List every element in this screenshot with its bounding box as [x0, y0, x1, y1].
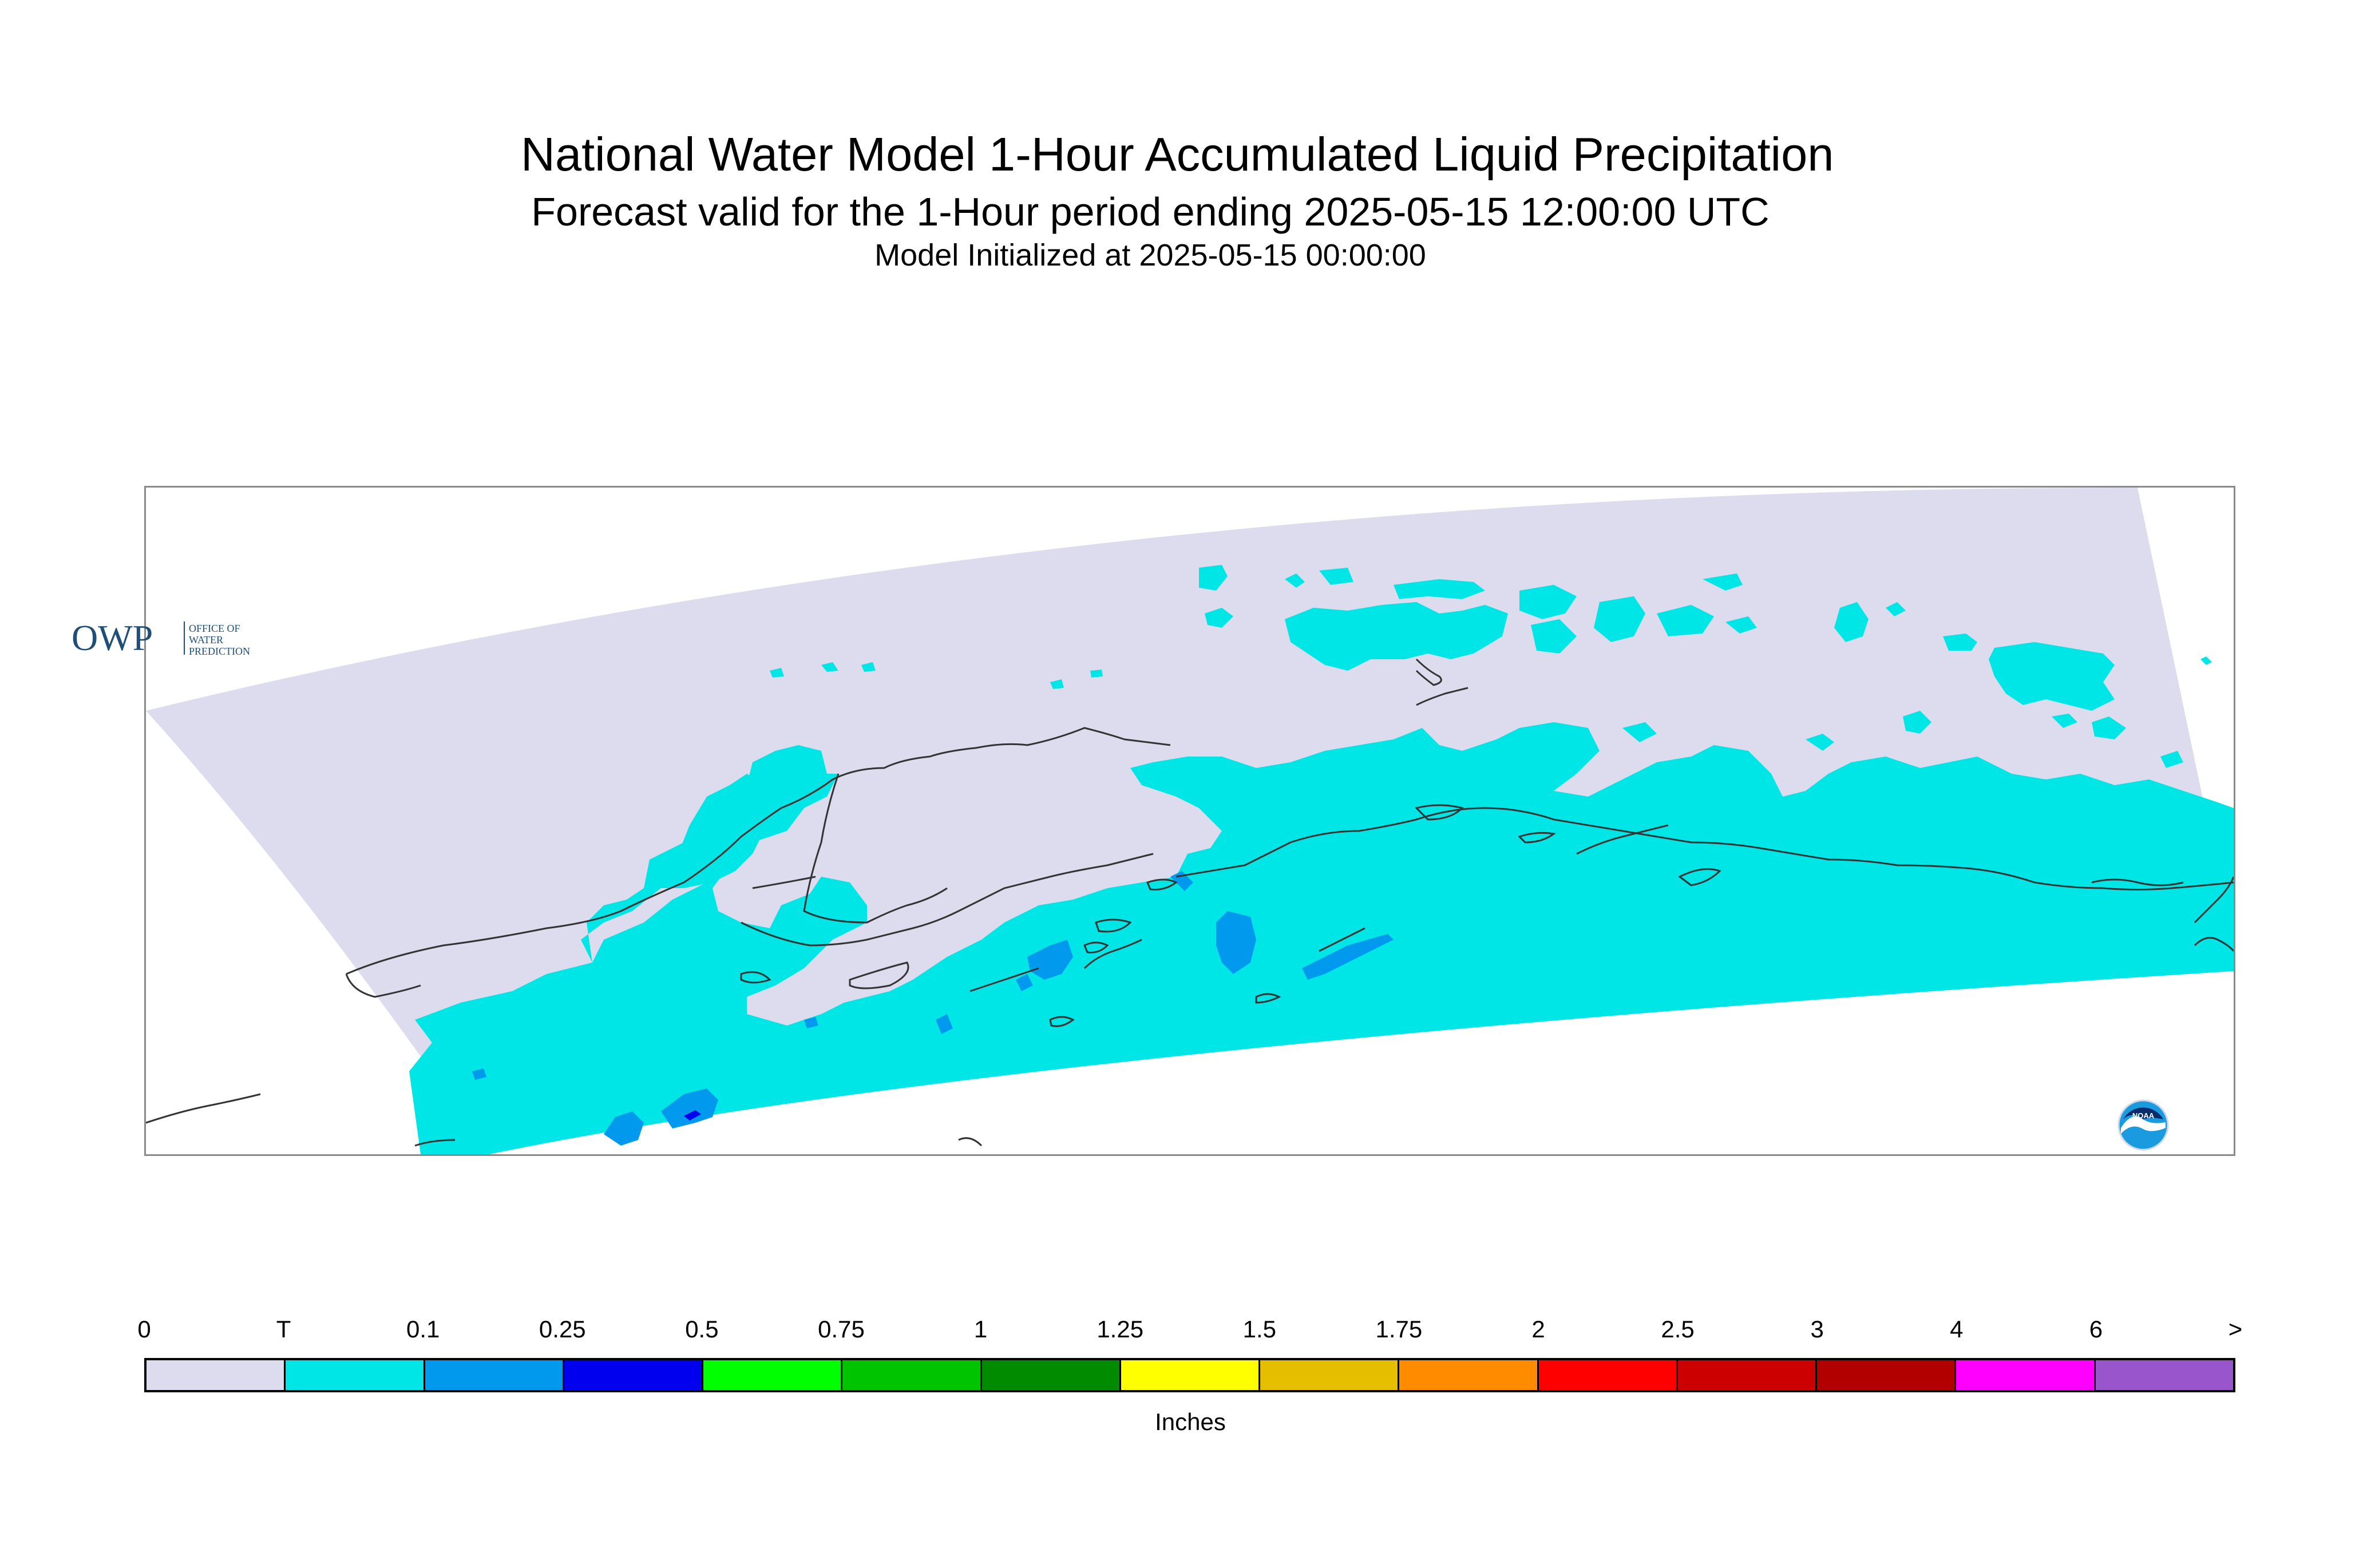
- colorbar-tick-label: 1.25: [1097, 1316, 1144, 1343]
- colorbar-cell: [1677, 1360, 1818, 1390]
- precip-heavy-cell: [684, 1110, 701, 1120]
- colorbar-units-label: Inches: [1155, 1408, 1226, 1435]
- colorbar-cell: [1399, 1360, 1539, 1390]
- colorbar-tick-labels: 0 T 0.1 0.25 0.5 0.75 1 1.25 1.5 1.75 2 2.5 3 4 6 >: [0, 1315, 2375, 1349]
- precipitation-colorbar: [144, 1358, 2235, 1392]
- colorbar-tick-label: 6: [2089, 1316, 2103, 1343]
- colorbar-tick-label: 0.75: [818, 1316, 865, 1343]
- colorbar-tick-label: 1: [973, 1316, 988, 1343]
- precip-trace-area-nw-top: [747, 745, 827, 791]
- colorbar-cell: [1121, 1360, 1261, 1390]
- owp-logo-wordmark: OWP: [72, 617, 153, 657]
- colorbar-tick-label: 4: [1950, 1316, 1964, 1343]
- precip-trace-area-southern: [409, 722, 2234, 1154]
- colorbar-tick-label: 2: [1531, 1316, 1545, 1343]
- colorbar-cell: [564, 1360, 704, 1390]
- owp-logo: OWP OFFICE OF WATER PREDICTION: [72, 617, 250, 657]
- colorbar-tick-label: 0.25: [539, 1316, 586, 1343]
- colorbar-cell: [286, 1360, 425, 1390]
- colorbar-cell: [1817, 1360, 1957, 1390]
- owp-logo-line-1: OFFICE OF: [189, 623, 240, 634]
- precip-moderate-cells: [472, 871, 1394, 1146]
- colorbar-tick-label: >: [2228, 1316, 2243, 1343]
- colorbar-tick-label: T: [276, 1316, 291, 1343]
- colorbar-cell: [1260, 1360, 1400, 1390]
- colorbar-tick-label: 1.5: [1242, 1316, 1276, 1343]
- colorbar-cell: [981, 1360, 1121, 1390]
- noaa-logo: NOAA: [2117, 1099, 2169, 1151]
- colorbar-cell: [1956, 1360, 2096, 1390]
- precip-scattered-cells: [770, 565, 2229, 851]
- precipitation-map: [146, 488, 2234, 1154]
- map-panel: [144, 486, 2235, 1156]
- colorbar-cell: [425, 1360, 564, 1390]
- forecast-valid-subtitle: Forecast valid for the 1-Hour period end…: [531, 189, 1770, 234]
- colorbar-tick-label: 2.5: [1661, 1316, 1695, 1343]
- owp-logo-line-2: WATER: [189, 634, 223, 646]
- owp-logo-line-3: PREDICTION: [189, 646, 250, 657]
- colorbar-tick-label: 1.75: [1375, 1316, 1423, 1343]
- page-title: National Water Model 1-Hour Accumulated …: [521, 128, 1834, 181]
- colorbar-cell: [842, 1360, 982, 1390]
- colorbar-tick-label: 0.1: [406, 1316, 440, 1343]
- colorbar-cell: [703, 1360, 843, 1390]
- model-init-line: Model Initialized at 2025-05-15 00:00:00: [874, 238, 1426, 272]
- colorbar-cell: [147, 1360, 286, 1390]
- colorbar-tick-label: 3: [1810, 1316, 1824, 1343]
- coastline-outlines: [146, 658, 2234, 1147]
- colorbar-tick-label: 0: [137, 1316, 151, 1343]
- colorbar-cell: [2095, 1360, 2233, 1390]
- colorbar-tick-label: 0.5: [685, 1316, 719, 1343]
- colorbar-cell: [1538, 1360, 1678, 1390]
- noaa-logo-text: NOAA: [2132, 1111, 2155, 1120]
